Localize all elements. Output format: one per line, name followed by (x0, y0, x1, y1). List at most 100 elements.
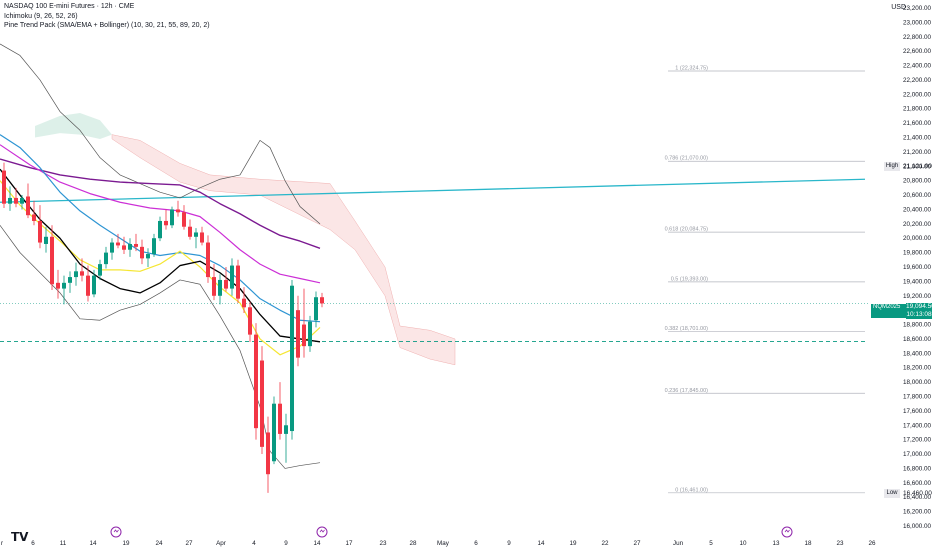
candle-body (206, 242, 210, 278)
price-tick-label: 19,600.00 (903, 264, 932, 271)
candle-body (92, 275, 96, 295)
candle (194, 228, 198, 249)
candle-body (2, 170, 6, 204)
candle (284, 413, 288, 463)
candle-body (260, 360, 264, 447)
currency-label[interactable]: USD (891, 4, 906, 11)
candle (32, 200, 36, 226)
time-tick-label: 6 (474, 540, 478, 547)
candle-body (8, 197, 12, 204)
price-tick-label: 18,400.00 (903, 350, 932, 357)
kumo-bearish (111, 134, 456, 366)
candle-body (14, 197, 18, 204)
candle (20, 195, 24, 210)
candle (8, 186, 12, 211)
time-axis[interactable]: r 6 11 14 19 24 27 Apr 4 9 14 17 23 28 May 6 9 14 19 22 27 Ju… (1, 540, 876, 547)
price-tick-label: 20,400.00 (903, 206, 932, 213)
symbol-badge-text: NQM2025 (873, 304, 901, 310)
time-tick-label: 18 (804, 540, 812, 547)
candle (98, 259, 102, 280)
symbol-title[interactable]: NASDAQ 100 E-mini Futures · 12h · CME (4, 3, 135, 10)
time-tick-label: Apr (216, 540, 226, 547)
candle-body (266, 432, 270, 475)
candle (38, 205, 42, 249)
event-circle (110, 526, 122, 538)
candle-body (56, 282, 60, 289)
pine-legend[interactable]: Pine Trend Pack (SMA/EMA + Bollinger) (1… (4, 22, 210, 29)
price-tick-label: 19,800.00 (903, 250, 932, 257)
candle (182, 205, 186, 230)
candle (272, 396, 276, 465)
candle-body (170, 209, 174, 226)
indicator-lines (0, 43, 321, 469)
price-tick-label: 19,400.00 (903, 278, 932, 285)
candle-body (110, 242, 114, 253)
candle (224, 267, 228, 292)
candles (2, 162, 324, 493)
fib-label: 0.382 (18,701.00) (665, 326, 709, 332)
candle (218, 274, 222, 305)
price-tick-label: 20,000.00 (903, 235, 932, 242)
kumo-bullish (35, 113, 112, 139)
time-tick-label: 6 (31, 540, 35, 547)
ema-21-line (0, 134, 321, 323)
price-axis[interactable]: 23,200.00 23,000.00 22,800.00 22,600.00 22,4… (903, 5, 932, 530)
price-tick-label: 20,200.00 (903, 221, 932, 228)
event-markers[interactable] (110, 526, 793, 538)
tradingview-logo[interactable]: 𝗧𝗩 (11, 530, 29, 544)
event-marker-icon (316, 526, 328, 538)
candle-body (122, 245, 126, 250)
time-tick-label: May (437, 540, 450, 547)
low-tag: Low (884, 489, 900, 498)
time-tick-label: 19 (122, 540, 130, 547)
high-tag: High (884, 162, 900, 171)
ichimoku-legend[interactable]: Ichimoku (9, 26, 52, 26) (4, 12, 78, 20)
candle (80, 258, 84, 282)
candle (44, 226, 48, 253)
price-tick-label: 22,800.00 (903, 34, 932, 41)
event-glyph (319, 529, 325, 533)
candle (236, 259, 240, 303)
candle-body (86, 275, 90, 296)
trend-line (0, 178, 866, 203)
candle (152, 233, 156, 257)
candle (146, 248, 150, 267)
candle-body (194, 232, 198, 237)
candle-body (152, 238, 156, 255)
ichimoku-cloud (35, 113, 456, 366)
candle-body (20, 197, 24, 204)
time-tick-label: r (1, 540, 3, 547)
time-tick-label: 9 (507, 540, 511, 547)
price-tick-label: 22,400.00 (903, 63, 932, 70)
candle-body (320, 297, 324, 304)
horizontal-levels[interactable] (0, 178, 870, 342)
fibonacci-retracement[interactable]: 1 (22,324.75) 0.786 (21,070.00) 0.618 (20,… (665, 65, 865, 493)
price-tick-label: 18,200.00 (903, 365, 932, 372)
candle (128, 238, 132, 257)
candle-body (176, 209, 180, 213)
price-tick-label: 21,800.00 (903, 106, 932, 113)
time-tick-label: 27 (633, 540, 641, 547)
ema-10-line (0, 180, 321, 356)
price-tick-label: 21,400.00 (903, 135, 932, 142)
time-tick-label: 14 (313, 540, 321, 547)
sma-30-line (0, 168, 321, 343)
price-tick-label: 23,200.00 (903, 5, 932, 12)
candle-body (242, 298, 246, 308)
current-price-badge: 19,094.50 10:13:08 (906, 303, 932, 319)
candle (206, 235, 210, 283)
candle-body (98, 264, 102, 276)
candle-body (74, 271, 78, 278)
price-tick-label: 21,200.00 (903, 149, 932, 156)
candle (104, 246, 108, 269)
time-tick-label: Jun (673, 540, 684, 547)
candle-body (104, 252, 108, 265)
candle (296, 295, 300, 367)
price-tick-label: 20,600.00 (903, 192, 932, 199)
event-circle (316, 526, 328, 538)
candle-body (284, 425, 288, 434)
candle (140, 239, 144, 265)
price-tick-label: 18,600.00 (903, 336, 932, 343)
candle-body (278, 403, 282, 434)
